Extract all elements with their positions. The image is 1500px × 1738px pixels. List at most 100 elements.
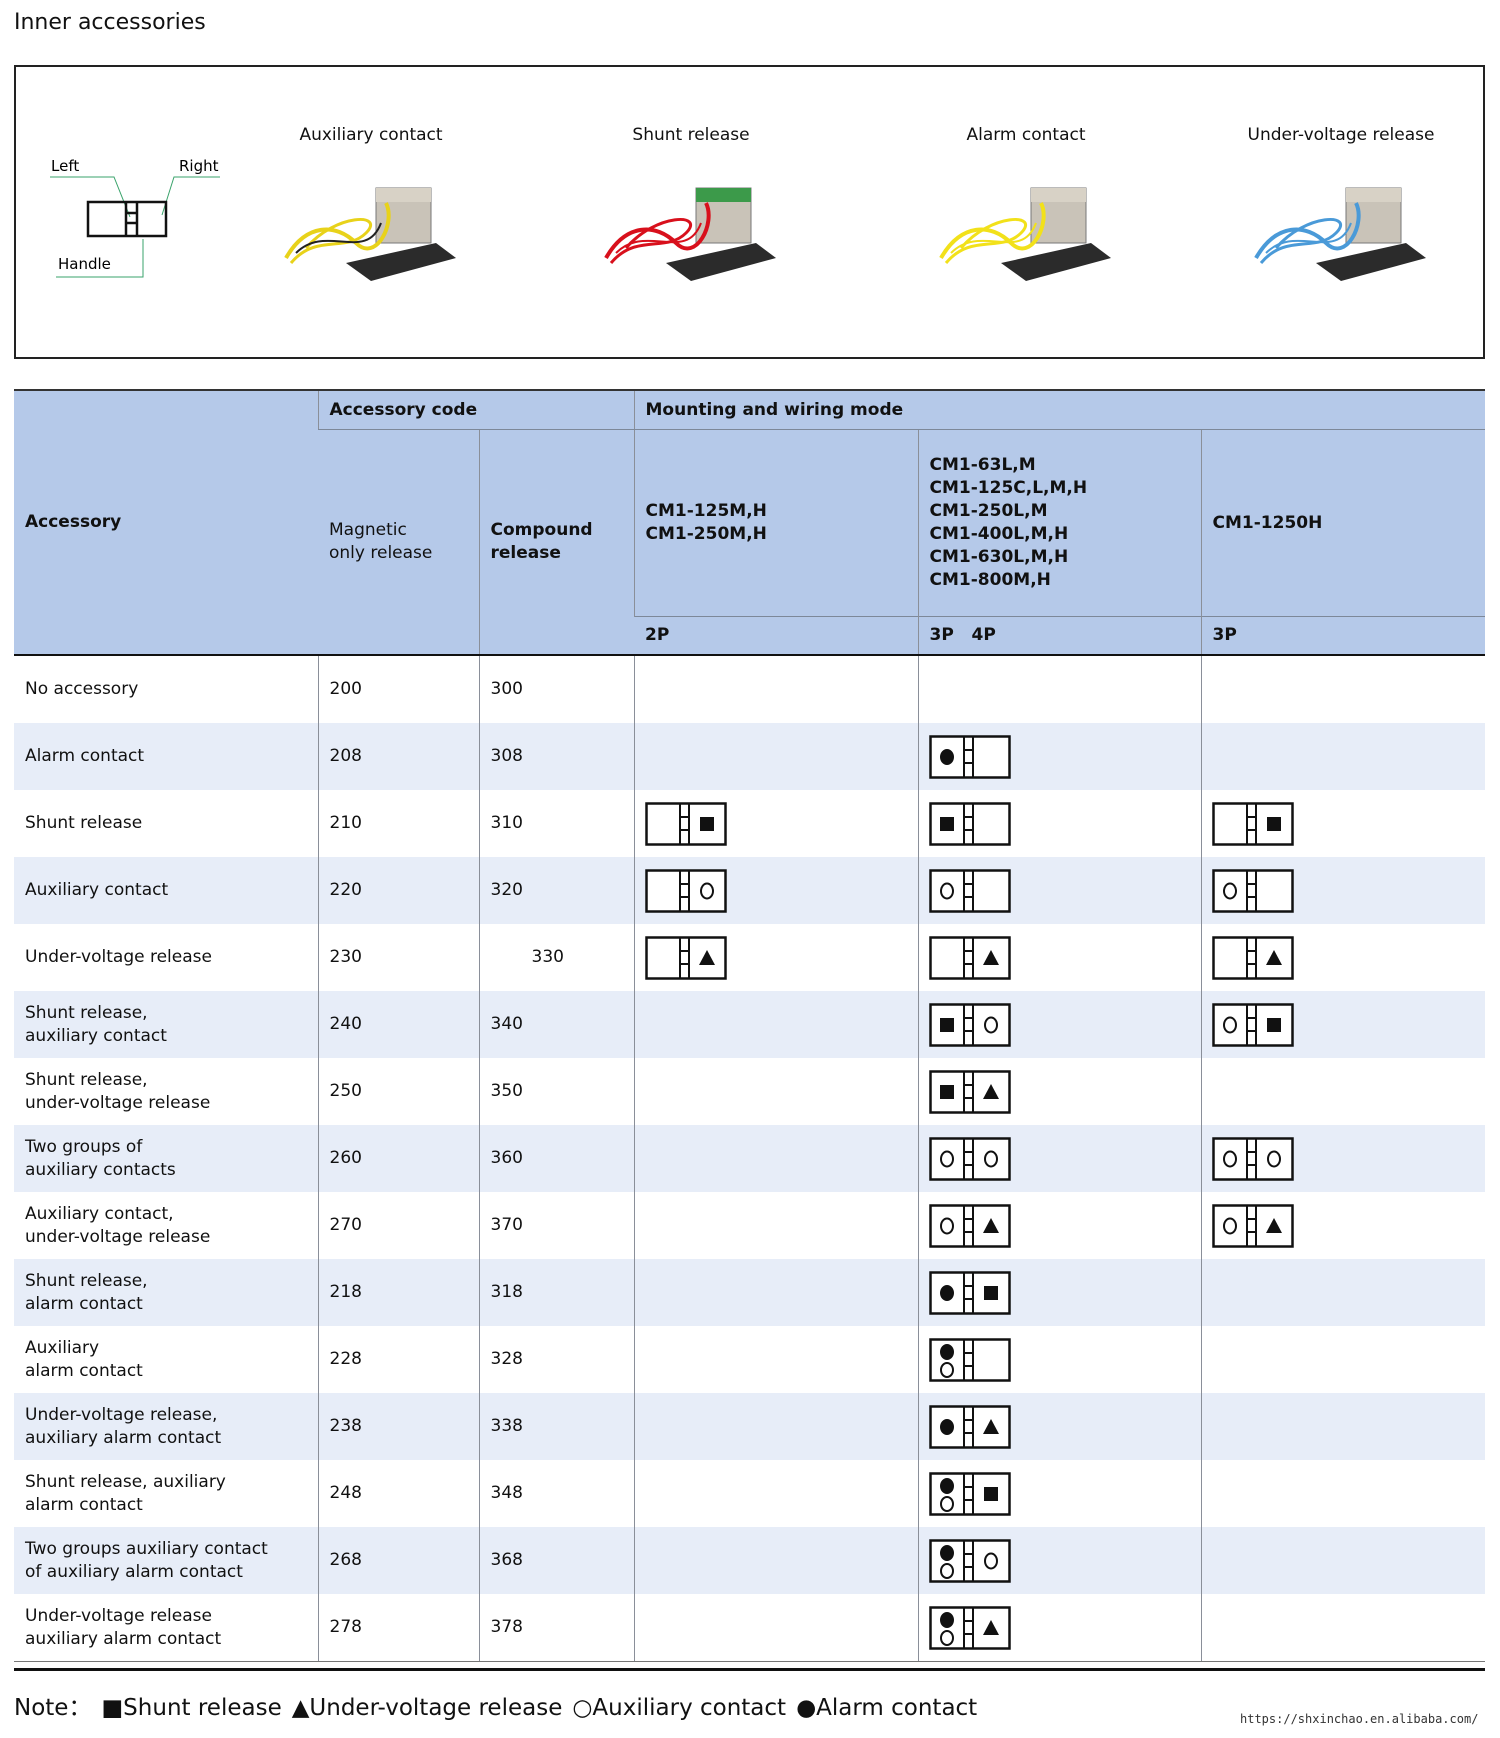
wiring-diagram-icon	[928, 935, 1011, 980]
product-photo	[284, 187, 456, 281]
wiring-cell-b	[917, 1058, 1202, 1125]
wiring-cell-a	[633, 1192, 919, 1259]
position-legend-diagram: Left Right Handle	[50, 157, 220, 278]
table-row: Under-voltage release 230 330	[14, 924, 1486, 991]
magnetic-code: 260	[317, 1125, 479, 1192]
page-title: Inner accessories	[14, 10, 206, 35]
wiring-cell-c	[1200, 924, 1486, 991]
table-row: Two groups auxiliary contact of auxiliary…	[14, 1527, 1486, 1594]
header-accessory: Accessory	[14, 389, 318, 656]
compound-code: 318	[478, 1259, 635, 1326]
wiring-diagram-icon	[928, 1605, 1011, 1650]
table-bottom-rule	[14, 1668, 1485, 1671]
auxiliary-contact-circle-icon	[1266, 1150, 1281, 1167]
accessory-name: Under-voltage release	[25, 947, 212, 967]
header-compound: Compound release	[478, 429, 635, 656]
wiring-diagram-icon	[1211, 868, 1294, 913]
under-voltage-triangle-icon	[982, 1217, 999, 1233]
wiring-cell-c	[1200, 1326, 1486, 1393]
auxiliary-contact-circle-icon	[939, 1150, 954, 1167]
shunt-release-square-icon	[699, 816, 714, 831]
wiring-cell-a	[633, 1594, 919, 1662]
magnetic-code: 278	[317, 1594, 479, 1662]
table-row: Under-voltage release auxiliary alarm con…	[14, 1594, 1486, 1662]
handle-label: Handle	[58, 255, 111, 273]
alarm-contact-dot-icon	[939, 1544, 954, 1561]
table-row: No accessory 200 300	[14, 655, 1486, 723]
magnetic-code: 200	[317, 655, 479, 723]
magnetic-code: 228	[317, 1326, 479, 1393]
accessory-name: Under-voltage release, auxiliary alarm co…	[14, 1393, 318, 1460]
note-alarm: ●Alarm contact	[796, 1695, 978, 1721]
compound-code: 340	[478, 991, 635, 1058]
magnetic-code: 270	[317, 1192, 479, 1259]
accessory-name: Shunt release	[25, 813, 143, 833]
auxiliary-contact-circle-icon	[939, 1361, 954, 1378]
auxiliary-contact-circle-icon	[1222, 1016, 1237, 1033]
wiring-cell-c	[1200, 1527, 1486, 1594]
compound-code: 310	[478, 790, 635, 857]
table-row: Under-voltage release, auxiliary alarm co…	[14, 1393, 1486, 1460]
magnetic-code: 238	[317, 1393, 479, 1460]
auxiliary-contact-circle-icon	[983, 1016, 998, 1033]
wiring-diagram-icon	[928, 1203, 1011, 1248]
shunt-release-square-icon	[983, 1486, 998, 1501]
wiring-cell-a	[633, 1058, 919, 1125]
product-photo	[1254, 187, 1426, 281]
wiring-cell-a	[633, 924, 919, 991]
wiring-cell-b	[917, 1594, 1202, 1662]
wiring-diagram-icon	[1211, 1203, 1294, 1248]
accessory-name: Auxiliary alarm contact	[25, 1337, 143, 1381]
source-url: https://shxinchao.en.alibaba.com/	[1240, 1712, 1479, 1726]
note-aux: ○Auxiliary contact	[572, 1695, 787, 1721]
wiring-diagram-icon	[1211, 1002, 1294, 1047]
wiring-cell-b	[917, 1259, 1202, 1326]
auxiliary-contact-circle-icon	[1222, 1150, 1237, 1167]
note-shunt: ■Shunt release	[101, 1695, 282, 1721]
wiring-cell-b	[917, 1326, 1202, 1393]
compound-code: 338	[478, 1393, 635, 1460]
wiring-cell-a	[633, 790, 919, 857]
header-model-a: CM1-125M,H CM1-250M,H	[633, 429, 919, 617]
wiring-cell-c	[1200, 1192, 1486, 1259]
compound-code: 360	[478, 1125, 635, 1192]
shunt-release-square-icon	[983, 1285, 998, 1300]
wiring-diagram-icon	[1211, 1136, 1294, 1181]
alarm-contact-dot-icon	[939, 1611, 954, 1628]
compound-code: 378	[478, 1594, 635, 1662]
under-voltage-triangle-icon	[982, 1083, 999, 1099]
wiring-diagram-icon	[928, 1538, 1011, 1583]
wiring-cell-b	[917, 1460, 1202, 1527]
compound-code: 368	[478, 1527, 635, 1594]
wiring-diagram-icon	[928, 868, 1011, 913]
magnetic-code: 230	[317, 924, 479, 991]
symbol-note: Note： ■Shunt release ▲Under-voltage releas…	[14, 1695, 978, 1721]
table-row: Two groups of auxiliary contacts 260 360	[14, 1125, 1486, 1192]
magnetic-code: 208	[317, 723, 479, 790]
accessory-name: Two groups auxiliary contact of auxiliary…	[14, 1527, 318, 1594]
accessory-name: Alarm contact	[14, 723, 318, 790]
compound-code: 320	[478, 857, 635, 924]
auxiliary-contact-circle-icon	[699, 882, 714, 899]
wiring-cell-c	[1200, 723, 1486, 790]
wiring-cell-c	[1200, 857, 1486, 924]
wiring-cell-c	[1200, 1125, 1486, 1192]
under-voltage-triangle-icon	[982, 1619, 999, 1635]
magnetic-code: 268	[317, 1527, 479, 1594]
under-voltage-triangle-icon	[982, 1418, 999, 1434]
accessory-table: Accessory Accessory code Mounting and wi…	[14, 389, 1486, 1662]
auxiliary-contact-circle-icon	[983, 1150, 998, 1167]
wiring-cell-a	[633, 991, 919, 1058]
wiring-cell-a	[633, 1326, 919, 1393]
accessory-name: Shunt release, auxiliary contact	[14, 991, 318, 1058]
magnetic-code: 210	[317, 790, 479, 857]
header-model-b: CM1-63L,M CM1-125C,L,M,H CM1-250L,M CM1-400…	[917, 429, 1202, 617]
wiring-diagram-icon	[928, 1471, 1011, 1516]
wiring-cell-a	[633, 655, 919, 723]
table-row: Shunt release, under-voltage release 250 35…	[14, 1058, 1486, 1125]
table-row: Auxiliary contact, under-voltage release 2…	[14, 1192, 1486, 1259]
wiring-diagram-icon	[928, 801, 1011, 846]
wiring-cell-a	[633, 1125, 919, 1192]
wiring-diagram-icon	[928, 734, 1011, 779]
under-voltage-triangle-icon	[698, 949, 715, 965]
